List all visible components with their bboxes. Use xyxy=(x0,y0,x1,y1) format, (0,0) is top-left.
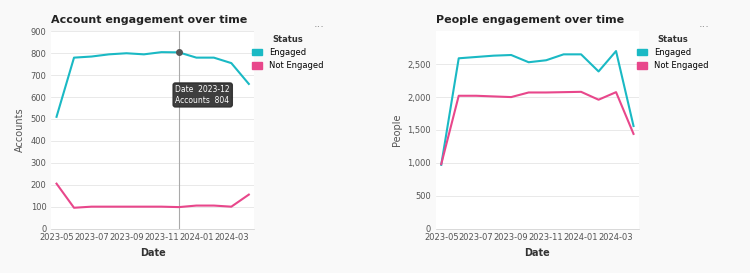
Text: Account engagement over time: Account engagement over time xyxy=(51,15,248,25)
Text: Date  2023-12
Accounts  804: Date 2023-12 Accounts 804 xyxy=(176,85,230,105)
Legend: Engaged, Not Engaged: Engaged, Not Engaged xyxy=(634,32,712,73)
Legend: Engaged, Not Engaged: Engaged, Not Engaged xyxy=(249,32,327,73)
Text: ...: ... xyxy=(699,19,709,29)
Text: People engagement over time: People engagement over time xyxy=(436,15,624,25)
Y-axis label: Accounts: Accounts xyxy=(15,108,25,152)
Y-axis label: People: People xyxy=(392,114,402,146)
Text: ...: ... xyxy=(314,19,325,29)
X-axis label: Date: Date xyxy=(140,248,166,258)
X-axis label: Date: Date xyxy=(524,248,550,258)
